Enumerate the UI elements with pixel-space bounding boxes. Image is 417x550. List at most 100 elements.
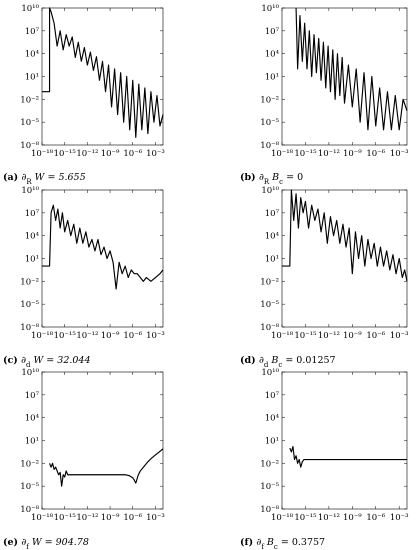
x-tick-label: 10⁻¹² xyxy=(76,331,98,341)
x-tick-label: 10⁻¹⁸ xyxy=(31,331,54,341)
y-tick-label: 10⁻⁵ xyxy=(260,482,279,492)
y-tick-label: 10⁴ xyxy=(265,50,280,60)
series-line xyxy=(42,7,164,138)
series-line xyxy=(295,7,408,131)
y-tick-label: 10¹ xyxy=(265,255,279,265)
y-tick-label: 10⁻⁸ xyxy=(260,141,279,151)
panel-caption: (d) ∂d Bc = 0.01257 xyxy=(240,355,336,369)
chart-panel-d: 10¹⁰ 10⁷ 10⁴ 10¹ 10⁻² 10⁻⁵ 10⁻⁸10⁻¹⁸ 10⁻¹⁵ 10⁻¹²… xyxy=(240,186,409,369)
x-tick-label: 10⁻⁹ xyxy=(343,149,362,159)
x-tick-label: 10⁻³ xyxy=(390,149,409,159)
y-tick-label: 10¹ xyxy=(25,73,39,83)
y-tick-label: 10⁴ xyxy=(25,414,40,424)
y-tick-label: 10⁷ xyxy=(25,209,40,219)
y-tick-label: 10¹⁰ xyxy=(21,4,39,14)
series-line xyxy=(282,189,408,282)
x-tick-label: 10⁻⁶ xyxy=(366,513,385,523)
chart-panel-b: 10¹⁰ 10⁷ 10⁴ 10¹ 10⁻² 10⁻⁵ 10⁻⁸10⁻¹⁸ 10⁻¹⁵ 10⁻¹²… xyxy=(240,4,409,186)
y-tick-label: 10⁻⁵ xyxy=(260,300,279,310)
x-tick-label: 10⁻⁹ xyxy=(101,149,120,159)
panel-caption: (c) ∂d W = 32.044 xyxy=(3,355,91,369)
panel-caption: (a) ∂R W = 5.655 xyxy=(3,172,86,186)
panel-caption: (b) ∂R Bc = 0 xyxy=(240,172,303,186)
y-tick-label: 10⁻² xyxy=(20,95,39,105)
x-tick-label: 10⁻¹² xyxy=(76,149,98,159)
x-tick-label: 10⁻⁶ xyxy=(366,331,385,341)
plot-frame xyxy=(41,7,164,146)
y-tick-label: 10⁻⁸ xyxy=(20,141,39,151)
chart-panel-a: 10¹⁰ 10⁷ 10⁴ 10¹ 10⁻² 10⁻⁵ 10⁻⁸10⁻¹⁸ 10⁻¹⁵ 10⁻¹²… xyxy=(3,4,165,186)
y-tick-label: 10⁻² xyxy=(20,459,39,469)
y-tick-label: 10⁻⁸ xyxy=(260,505,279,515)
x-tick-label: 10⁻¹⁵ xyxy=(54,513,77,523)
y-tick-label: 10¹⁰ xyxy=(21,368,39,378)
series-line xyxy=(289,446,407,468)
x-tick-label: 10⁻¹² xyxy=(318,513,340,523)
y-tick-label: 10⁻⁵ xyxy=(20,118,39,128)
panel-caption: (f) ∂f Bc = 0.3757 xyxy=(240,537,325,550)
x-tick-label: 10⁻¹² xyxy=(318,149,340,159)
y-tick-label: 10¹ xyxy=(265,437,279,447)
y-tick-label: 10⁴ xyxy=(25,232,40,242)
y-tick-label: 10⁴ xyxy=(265,414,280,424)
y-tick-label: 10⁷ xyxy=(25,391,40,401)
x-tick-label: 10⁻¹⁸ xyxy=(31,513,54,523)
y-tick-label: 10¹ xyxy=(25,255,39,265)
x-tick-label: 10⁻⁹ xyxy=(101,513,120,523)
x-tick-label: 10⁻¹⁸ xyxy=(271,513,294,523)
y-tick-label: 10⁻⁸ xyxy=(20,323,39,333)
y-tick-label: 10⁷ xyxy=(265,209,280,219)
x-tick-label: 10⁻¹⁵ xyxy=(294,331,317,341)
x-tick-label: 10⁻¹² xyxy=(76,513,98,523)
y-tick-label: 10⁷ xyxy=(265,391,280,401)
y-tick-label: 10⁴ xyxy=(265,232,280,242)
y-tick-label: 10¹⁰ xyxy=(261,368,279,378)
y-tick-label: 10¹ xyxy=(265,73,279,83)
panel-caption: (e) ∂f W = 904.78 xyxy=(3,537,89,550)
y-tick-label: 10⁻² xyxy=(260,459,279,469)
x-tick-label: 10⁻¹⁵ xyxy=(54,331,77,341)
y-tick-label: 10⁻⁵ xyxy=(20,300,39,310)
y-tick-label: 10¹⁰ xyxy=(21,186,39,196)
chart-panel-c: 10¹⁰ 10⁷ 10⁴ 10¹ 10⁻² 10⁻⁵ 10⁻⁸10⁻¹⁸ 10⁻¹⁵ 10⁻¹²… xyxy=(3,186,165,369)
chart-panel-f: 10¹⁰ 10⁷ 10⁴ 10¹ 10⁻² 10⁻⁵ 10⁻⁸10⁻¹⁸ 10⁻¹⁵ 10⁻¹²… xyxy=(240,368,409,550)
series-line xyxy=(42,204,164,290)
x-tick-label: 10⁻⁹ xyxy=(343,513,362,523)
y-tick-label: 10⁻⁸ xyxy=(260,323,279,333)
x-tick-label: 10⁻⁶ xyxy=(123,331,142,341)
y-tick-label: 10¹⁰ xyxy=(261,4,279,14)
y-tick-label: 10⁻² xyxy=(260,95,279,105)
x-tick-label: 10⁻³ xyxy=(146,331,165,341)
x-tick-label: 10⁻¹² xyxy=(318,331,340,341)
y-tick-label: 10⁻² xyxy=(260,277,279,287)
y-tick-label: 10⁻⁸ xyxy=(20,505,39,515)
y-tick-label: 10¹⁰ xyxy=(261,186,279,196)
plot-frame xyxy=(41,371,164,510)
x-tick-label: 10⁻⁶ xyxy=(123,513,142,523)
series-line xyxy=(49,448,164,487)
y-tick-label: 10⁻⁵ xyxy=(20,482,39,492)
x-tick-label: 10⁻³ xyxy=(146,513,165,523)
x-tick-label: 10⁻³ xyxy=(390,513,409,523)
y-tick-label: 10⁻⁵ xyxy=(260,118,279,128)
y-tick-label: 10¹ xyxy=(25,437,39,447)
x-tick-label: 10⁻³ xyxy=(146,149,165,159)
x-tick-label: 10⁻¹⁸ xyxy=(271,149,294,159)
x-tick-label: 10⁻⁹ xyxy=(343,331,362,341)
y-tick-label: 10⁷ xyxy=(25,27,40,37)
x-tick-label: 10⁻¹⁵ xyxy=(54,149,77,159)
x-tick-label: 10⁻⁹ xyxy=(101,331,120,341)
x-tick-label: 10⁻¹⁸ xyxy=(31,149,54,159)
y-tick-label: 10⁴ xyxy=(25,50,40,60)
x-tick-label: 10⁻¹⁵ xyxy=(294,149,317,159)
x-tick-label: 10⁻¹⁵ xyxy=(294,513,317,523)
x-tick-label: 10⁻³ xyxy=(390,331,409,341)
plot-frame xyxy=(281,371,408,510)
y-tick-label: 10⁷ xyxy=(265,27,280,37)
plot-frame xyxy=(41,189,164,328)
y-tick-label: 10⁻² xyxy=(20,277,39,287)
x-tick-label: 10⁻¹⁸ xyxy=(271,331,294,341)
chart-panel-e: 10¹⁰ 10⁷ 10⁴ 10¹ 10⁻² 10⁻⁵ 10⁻⁸10⁻¹⁸ 10⁻¹⁵ 10⁻¹²… xyxy=(3,368,165,550)
x-tick-label: 10⁻⁶ xyxy=(123,149,142,159)
